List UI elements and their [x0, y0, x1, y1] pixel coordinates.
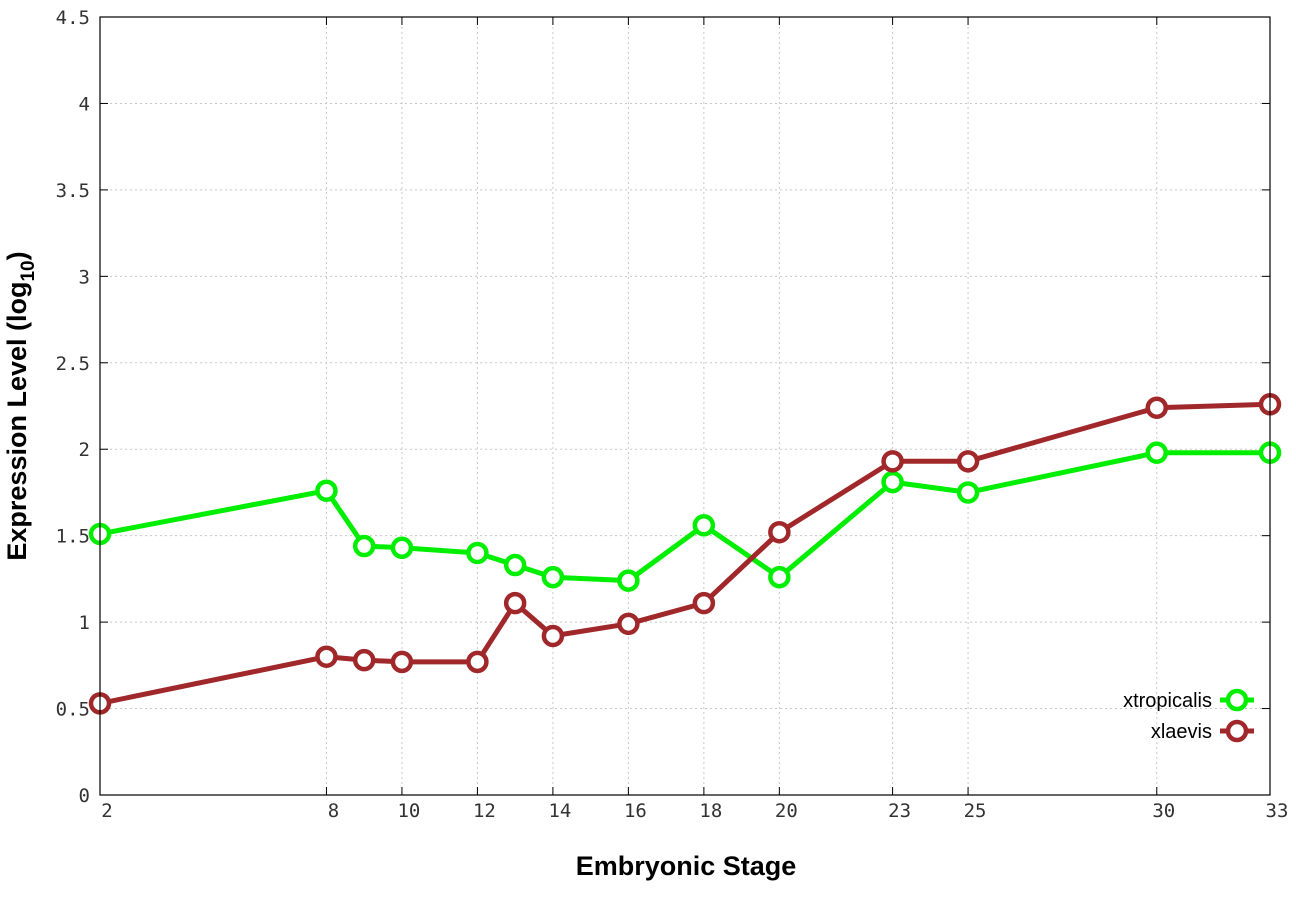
series-layer — [88, 393, 1282, 715]
axis-ticks: 2 8 10 12 14 16 18 20 23 25 30 33 0 0.5 1 1.5 2 2.5 3 3.5 4 4… — [56, 7, 1289, 822]
x-tick-label: 14 — [548, 800, 571, 822]
data-point-xtropicalis — [617, 569, 640, 592]
x-tick-label: 33 — [1266, 800, 1289, 822]
data-point-xtropicalis — [315, 479, 338, 502]
plot-frame — [99, 16, 1271, 796]
y-axis-title: Expression Level (log10) — [2, 251, 39, 560]
data-point-xlaevis — [315, 645, 338, 668]
data-point-xtropicalis — [1145, 441, 1169, 464]
data-point-xtropicalis — [956, 481, 980, 504]
y-tick-label: 1.5 — [56, 526, 90, 548]
y-tick-label: 0.5 — [56, 699, 90, 721]
grid — [100, 17, 1270, 795]
data-point-xlaevis — [768, 520, 791, 544]
x-tick-label: 12 — [473, 800, 496, 822]
legend: xtropicalis xlaevis — [1123, 688, 1254, 743]
y-tick-label: 3 — [79, 266, 90, 288]
x-tick-label: 10 — [397, 800, 420, 822]
x-tick-label: 20 — [775, 800, 798, 822]
data-point-xtropicalis — [692, 514, 716, 537]
data-point-xlaevis — [692, 591, 716, 615]
legend-label-xlaevis: xlaevis — [1151, 721, 1212, 743]
series-line-xtropicalis — [99, 450, 1270, 584]
y-tick-label: 0 — [79, 785, 90, 807]
data-point-xtropicalis — [352, 534, 376, 558]
y-tick-label: 4.5 — [56, 7, 90, 29]
y-axis-title-subscript: 10 — [18, 260, 39, 281]
data-point-xtropicalis — [503, 553, 527, 577]
data-point-xlaevis — [466, 650, 489, 674]
data-point-xtropicalis — [768, 565, 791, 589]
data-point-xlaevis — [503, 591, 527, 615]
data-point-xlaevis — [617, 612, 640, 636]
data-point-xlaevis — [390, 650, 414, 674]
x-tick-label: 18 — [699, 800, 722, 822]
data-point-xlaevis — [352, 648, 376, 672]
data-point-xtropicalis — [466, 541, 489, 565]
x-tick-label: 16 — [624, 800, 647, 822]
x-tick-label: 25 — [964, 800, 987, 822]
y-tick-label: 2.5 — [56, 353, 90, 375]
y-axis-title-main: Expression Level (log — [2, 282, 32, 561]
x-tick-label: 30 — [1152, 800, 1175, 822]
data-point-xtropicalis — [541, 565, 565, 589]
data-point-xlaevis — [541, 624, 565, 648]
legend-label-xtropicalis: xtropicalis — [1123, 690, 1212, 712]
legend-swatch-marker-xlaevis — [1225, 719, 1249, 743]
y-tick-label: 1 — [79, 612, 90, 634]
y-tick-label: 4 — [79, 93, 90, 115]
data-point-xlaevis — [1145, 396, 1169, 419]
y-axis-title-close: ) — [2, 251, 32, 260]
data-point-xtropicalis — [881, 470, 904, 494]
x-axis-title: Embryonic Stage — [576, 851, 797, 881]
x-tick-label: 23 — [888, 800, 911, 822]
y-tick-label: 3.5 — [56, 180, 90, 202]
x-tick-label: 2 — [101, 800, 112, 822]
data-point-xlaevis — [956, 450, 980, 473]
legend-swatch-marker-xtropicalis — [1225, 688, 1249, 712]
data-point-xlaevis — [881, 450, 904, 473]
y-tick-label: 2 — [79, 439, 90, 461]
x-tick-label: 8 — [328, 800, 339, 822]
data-point-xtropicalis — [390, 536, 414, 560]
